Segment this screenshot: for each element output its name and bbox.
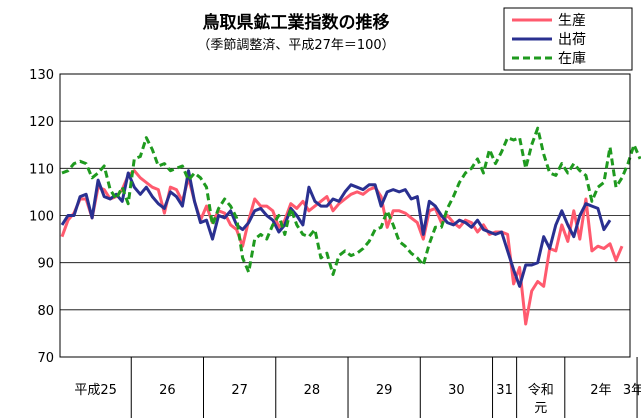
y-axis: 70 80 90 100 110 120 130 bbox=[29, 68, 54, 366]
legend-label: 生産 bbox=[558, 13, 586, 29]
series-line-3 bbox=[61, 126, 641, 276]
x-year-label: 29 bbox=[376, 383, 393, 398]
plot-area-border bbox=[59, 73, 631, 358]
x-year-label: 3年 bbox=[623, 383, 641, 398]
x-year-label: 27 bbox=[231, 383, 248, 398]
series-line-1 bbox=[60, 169, 624, 326]
x-year-label: 26 bbox=[159, 383, 176, 398]
y-tick-label: 110 bbox=[29, 162, 54, 177]
legend-label: 出荷 bbox=[558, 32, 586, 48]
chart-title: 鳥取県鉱工業指数の推移 bbox=[203, 12, 390, 33]
y-tick-label: 100 bbox=[29, 210, 54, 225]
x-year-label: 平成25 bbox=[74, 383, 117, 398]
y-tick-label: 90 bbox=[37, 257, 54, 272]
series-line-2 bbox=[60, 169, 612, 288]
y-tick-label: 130 bbox=[29, 68, 54, 83]
legend-label: 在庫 bbox=[558, 50, 586, 67]
chart-subtitle: （季節調整済、平成27年＝100） bbox=[197, 37, 394, 53]
x-year-label: 令和元 bbox=[528, 383, 554, 416]
y-tick-label: 70 bbox=[37, 351, 54, 366]
x-axis: 平成25 26 27 28 29 30 31 令和元 2年 3年 bbox=[74, 357, 641, 418]
x-year-label: 30 bbox=[448, 383, 465, 398]
x-year-label: 2年 bbox=[590, 383, 611, 398]
series-lines bbox=[60, 126, 641, 326]
y-tick-label: 80 bbox=[37, 304, 54, 319]
x-year-label: 31 bbox=[496, 383, 513, 398]
x-year-label: 28 bbox=[304, 383, 321, 398]
y-tick-label: 120 bbox=[29, 115, 54, 130]
